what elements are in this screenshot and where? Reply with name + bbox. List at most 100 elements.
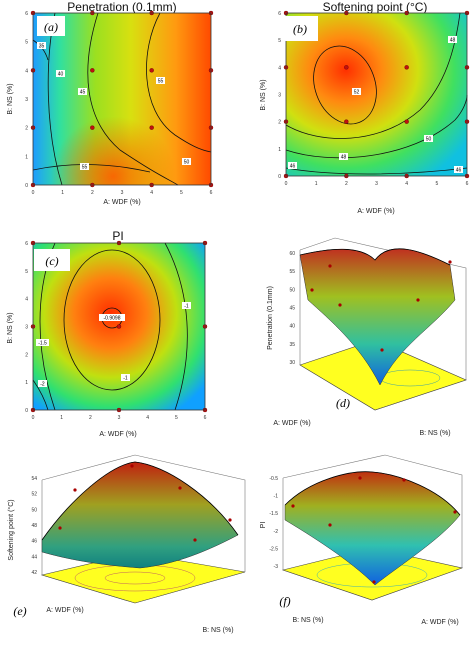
z-tick-label: 48 [31, 523, 37, 529]
z-tick-label: -3 [274, 564, 279, 570]
y-tick-label: 2 [25, 126, 28, 132]
z-ticks-f: -3 -2.5 -2 -1.5 -1 -0.5 [269, 476, 278, 570]
y-tick-label: 3 [278, 93, 281, 99]
x-tick-label: 4 [405, 181, 408, 187]
z-tick-label: 46 [31, 539, 37, 545]
contour-line [285, 167, 468, 175]
panel-f-ylabel: B: NS (%) [292, 617, 323, 624]
panel-d-zlabel: Penetration (0.1mm) [267, 286, 274, 350]
x-ticks-a: 0 1 2 3 4 5 6 [32, 190, 213, 196]
design-point [404, 65, 409, 70]
y-tick-label: 1 [25, 154, 28, 160]
z-tick-label: -2.5 [269, 546, 278, 552]
panel-f-xlabel: A: WDF (%) [421, 619, 458, 626]
z-tick-label: 35 [289, 342, 295, 348]
contour-labels-b: 48 52 50 48 46 46 [288, 36, 463, 174]
design-point [404, 119, 409, 124]
z-tick-label: 55 [289, 269, 295, 275]
svg-text:55: 55 [158, 79, 164, 85]
panel-d-ylabel: B: NS (%) [419, 430, 450, 437]
contour-line [32, 379, 49, 411]
svg-text:40: 40 [58, 72, 64, 78]
panel-a-letter: (a) [44, 20, 58, 34]
y-ticks-a: 0 1 2 3 4 5 6 [25, 11, 28, 189]
contour-line [313, 45, 377, 125]
y-tick-label: 2 [25, 352, 28, 358]
x-tick-label: 6 [210, 190, 213, 196]
x-tick-label: 6 [204, 415, 207, 421]
panel-a-ylabel: B: NS (%) [7, 83, 14, 114]
panel-a: Penetration (0.1mm) 35 40 45 55 55 50 (a… [7, 0, 214, 206]
panel-b-ylabel: B: NS (%) [260, 79, 267, 110]
contour-labels-a: 35 40 45 55 55 50 [37, 42, 191, 171]
x-tick-label: 1 [315, 181, 318, 187]
x-tick-label: 2 [89, 415, 92, 421]
svg-text:52: 52 [354, 90, 360, 96]
panel-a-title: Penetration (0.1mm) [67, 0, 176, 14]
y-ticks-c: 0 1 2 3 4 5 6 [25, 241, 28, 414]
panel-d-markers [310, 260, 452, 352]
y-tick-label: 3 [25, 97, 28, 103]
y-tick-label: 2 [278, 120, 281, 126]
svg-text:55: 55 [82, 165, 88, 171]
svg-text:50: 50 [426, 137, 432, 143]
y-tick-label: 6 [25, 11, 28, 17]
z-ticks-e: 42 44 46 48 50 52 54 [31, 476, 37, 576]
contour-line [63, 249, 161, 391]
panel-c-xlabel: A: WDF (%) [99, 431, 136, 438]
panel-e-surface [41, 461, 239, 569]
design-point [90, 68, 95, 73]
y-tick-label: 3 [25, 325, 28, 331]
panel-b-title: Softening point (°C) [323, 0, 428, 14]
panel-e-xlabel: A: WDF (%) [46, 607, 83, 614]
panel-c-letter: (c) [45, 254, 58, 268]
x-tick-label: 0 [285, 181, 288, 187]
y-tick-label: 0 [25, 408, 28, 414]
panel-d-letter: (d) [336, 396, 350, 410]
panel-e-markers [58, 464, 232, 542]
z-tick-label: -1 [274, 494, 279, 500]
svg-text:45: 45 [80, 90, 86, 96]
x-tick-label: 5 [175, 415, 178, 421]
x-tick-label: 1 [60, 415, 63, 421]
y-tick-label: 6 [25, 241, 28, 247]
svg-text:-1.5: -1.5 [38, 341, 47, 347]
z-tick-label: 50 [289, 287, 295, 293]
panel-f: -3 -2.5 -2 -1.5 -1 -0.5 PI B: NS (%) A: WDF (… [260, 454, 464, 626]
design-point [116, 324, 122, 329]
panel-d-xlabel: A: WDF (%) [273, 420, 310, 427]
panel-c-ylabel: B: NS (%) [7, 312, 14, 343]
panel-c-title: PI [112, 229, 123, 243]
panel-f-markers [291, 476, 457, 584]
svg-text:-0.9098: -0.9098 [104, 316, 121, 322]
design-point [344, 65, 349, 70]
x-tick-label: 3 [118, 415, 121, 421]
y-tick-label: 4 [25, 68, 28, 74]
x-ticks-c: 0 1 2 3 4 5 6 [32, 415, 207, 421]
svg-text:-1: -1 [123, 376, 128, 382]
x-tick-label: 2 [91, 190, 94, 196]
y-tick-label: 1 [278, 147, 281, 153]
z-tick-label: 50 [31, 507, 37, 513]
contour-line [87, 12, 179, 186]
z-tick-label: 54 [31, 476, 37, 482]
z-tick-label: 40 [289, 324, 295, 330]
panel-c: PI -0.9098 -1 -1 -1.5 -2 (c) 0 1 2 3 4 5 6 0 1 2… [7, 229, 208, 438]
y-tick-label: 4 [278, 65, 281, 71]
z-tick-label: 52 [31, 492, 37, 498]
svg-text:46: 46 [456, 168, 462, 174]
y-tick-label: 1 [25, 380, 28, 386]
z-tick-label: 44 [31, 554, 37, 560]
y-tick-label: 5 [25, 40, 28, 46]
svg-text:48: 48 [450, 38, 456, 44]
z-ticks-d: 30 35 40 45 50 55 60 [289, 251, 295, 366]
y-tick-label: 0 [278, 174, 281, 180]
y-tick-label: 5 [278, 38, 281, 44]
y-tick-label: 5 [25, 269, 28, 275]
z-tick-label: -1.5 [269, 511, 278, 517]
panel-b: Softening point (°C) 48 52 50 48 46 46 (… [260, 0, 470, 215]
svg-text:35: 35 [39, 44, 45, 50]
y-ticks-b: 0 1 2 3 4 5 6 [278, 11, 281, 180]
x-tick-label: 0 [32, 415, 35, 421]
